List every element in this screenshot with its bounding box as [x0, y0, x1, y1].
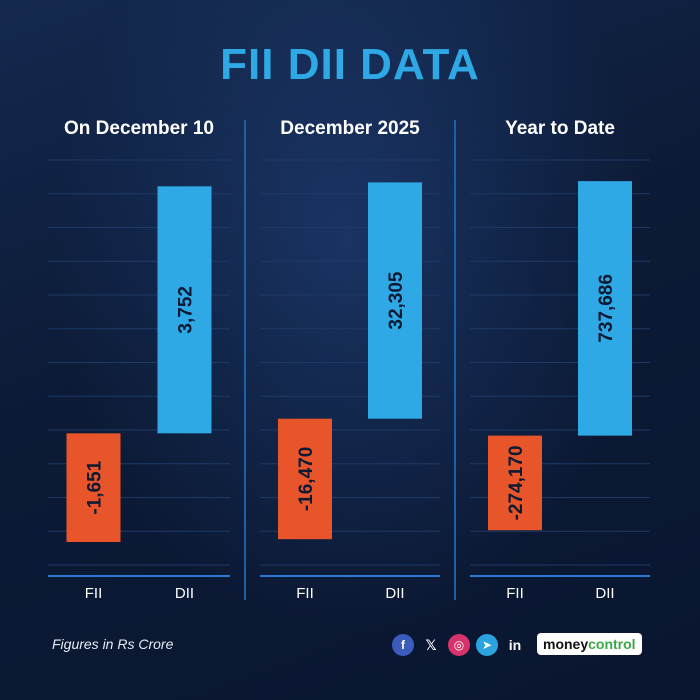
chart-svg: -1,651 FII 3,752 DII [48, 159, 230, 602]
x-tick-label: DII [595, 585, 614, 602]
page-title: FII DII DATA [220, 40, 480, 89]
x-tick-label: FII [296, 585, 314, 602]
units-note: Figures in Rs Crore [52, 636, 174, 652]
social-links: f 𝕏 ◎ ➤ in [392, 634, 526, 656]
panel-divider [454, 120, 456, 600]
chart-title: December 2025 [280, 118, 420, 139]
bar-dii [368, 182, 422, 419]
data-label: -16,470 [296, 447, 317, 511]
data-label: -1,651 [85, 460, 106, 514]
brand-logo-part2: control [588, 636, 636, 652]
data-label: -274,170 [506, 445, 527, 520]
telegram-icon[interactable]: ➤ [476, 634, 498, 656]
linkedin-icon[interactable]: in [508, 637, 522, 653]
chart-panel-on-december-10: -1,651 FII 3,752 DII On December 10 [48, 110, 230, 620]
x-tick-label: DII [385, 585, 404, 602]
facebook-icon[interactable]: f [392, 634, 414, 656]
data-label: 3,752 [176, 286, 197, 334]
bar-dii [157, 186, 212, 434]
chart-title: Year to Date [505, 118, 615, 139]
chart-title: On December 10 [64, 118, 214, 139]
x-icon[interactable]: 𝕏 [425, 636, 437, 653]
chart-panel-year-to-date: -274,170 FII 737,686 DII Year to Date [470, 110, 650, 620]
instagram-icon[interactable]: ◎ [448, 634, 470, 656]
chart-svg: -274,170 FII 737,686 DII [470, 159, 650, 602]
x-tick-label: FII [85, 585, 103, 602]
panel-divider [244, 120, 246, 600]
chart-svg: -16,470 FII 32,305 DII [260, 159, 440, 602]
data-label: 32,305 [386, 271, 407, 330]
bar-fii [66, 433, 121, 543]
brand-logo-part1: money [543, 636, 589, 652]
bar-fii [278, 418, 332, 540]
x-tick-label: DII [175, 585, 194, 602]
brand-logo: moneycontrol [537, 633, 642, 655]
bar-fii [488, 435, 542, 531]
bar-dii [578, 181, 632, 436]
data-label: 737,686 [596, 274, 617, 343]
chart-panel-december-2025: -16,470 FII 32,305 DII December 2025 [260, 110, 440, 620]
x-tick-label: FII [506, 585, 524, 602]
